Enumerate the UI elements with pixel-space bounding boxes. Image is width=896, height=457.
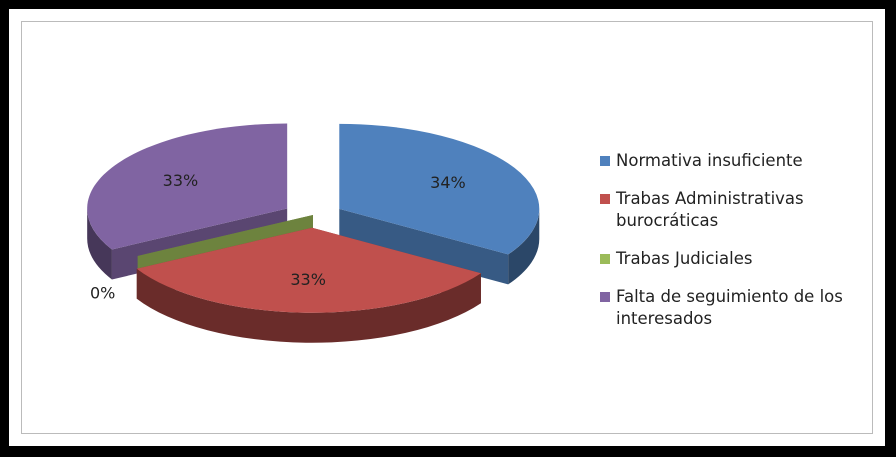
legend-swatch (600, 156, 610, 166)
pie-slice (136, 227, 481, 313)
slice-side (339, 208, 509, 285)
slice-edge (87, 208, 112, 280)
legend-item: Trabas Judiciales (600, 248, 870, 270)
legend: Normativa insuficiente Trabas Administrat… (600, 150, 870, 346)
slice-edge (508, 208, 540, 285)
slice-edge (136, 268, 481, 343)
legend-label: Normativa insuficiente (616, 151, 803, 170)
legend-item: Falta de seguimiento de los interesados (600, 286, 870, 330)
data-label: 33% (163, 171, 199, 190)
pie-slice (87, 123, 288, 250)
legend-swatch (600, 254, 610, 264)
legend-swatch (600, 292, 610, 302)
legend-label: Trabas Judiciales (616, 249, 753, 268)
legend-swatch (600, 194, 610, 204)
data-label: 34% (430, 173, 466, 192)
data-label: 0% (90, 284, 115, 303)
legend-item: Trabas Administrativas burocráticas (600, 188, 870, 232)
pie-slice (339, 123, 540, 255)
legend-label: Trabas Administrativas burocráticas (616, 189, 804, 230)
legend-item: Normativa insuficiente (600, 150, 870, 172)
data-label: 33% (290, 270, 326, 289)
legend-label: Falta de seguimiento de los interesados (616, 287, 843, 328)
plot-border (21, 21, 873, 434)
